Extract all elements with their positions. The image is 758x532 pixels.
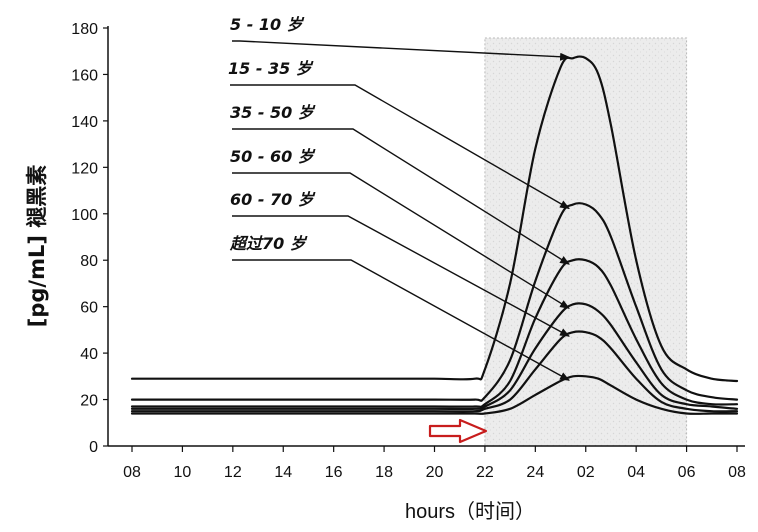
y-tick-label: 140	[71, 114, 98, 131]
x-tick-label: 06	[678, 464, 696, 481]
y-tick-label: 20	[80, 393, 98, 410]
leader-arrow-4	[232, 215, 570, 337]
series-lines	[130, 55, 739, 415]
x-tick-label: 10	[174, 464, 192, 481]
series-line-1	[130, 202, 739, 402]
leader-arrow-1	[230, 84, 570, 210]
y-tick-label: 60	[80, 300, 98, 317]
y-tick-label: 40	[80, 346, 98, 363]
x-tick-label: 02	[577, 464, 595, 481]
y-tick-label: 100	[71, 207, 98, 224]
y-axis-label: [pg/mL] 褪黑素	[25, 165, 49, 328]
series-label-5: 超过70 岁	[229, 234, 308, 253]
y-tick-label: 160	[71, 67, 98, 84]
y-tick-label: 180	[71, 21, 98, 38]
y-tick-label: 0	[89, 439, 98, 456]
x-tick-label: 12	[224, 464, 242, 481]
x-tick-label: 14	[274, 464, 292, 481]
x-tick-label: 16	[325, 464, 343, 481]
x-tick-label: 24	[526, 464, 544, 481]
series-line-3	[130, 302, 739, 411]
series-label-1: 15 - 35 岁	[228, 59, 314, 78]
x-tick-label: 18	[375, 464, 393, 481]
series-line-0	[130, 55, 739, 383]
series-label-0: 5 - 10 岁	[230, 15, 305, 34]
series-line-4	[130, 330, 739, 413]
x-axis-label: hours（时间）	[405, 500, 535, 523]
leader-arrow-2	[232, 128, 570, 265]
leader-arrow-3	[232, 172, 570, 309]
series-line-5	[130, 374, 739, 415]
series-label-2: 35 - 50 岁	[230, 103, 316, 122]
series-label-4: 60 - 70 岁	[230, 190, 316, 209]
x-tick-label: 20	[426, 464, 444, 481]
leader-arrow-5	[232, 259, 570, 381]
y-tick-label: 80	[80, 253, 98, 270]
x-tick-label: 08	[123, 464, 141, 481]
start-arrow-icon	[428, 418, 488, 444]
y-axis-ticks: 0 20 40 60 80 100 120 140 160 180	[71, 21, 108, 456]
x-tick-label: 08	[728, 464, 746, 481]
x-tick-label: 04	[627, 464, 645, 481]
series-annotations: 5 - 10 岁 15 - 35 岁 35 - 50 岁 50 - 60 岁 60 - …	[228, 15, 571, 381]
x-axis-ticks: 08 10 12 14 16 18 20 22 24 02 04 06 08	[123, 446, 746, 481]
series-label-3: 50 - 60 岁	[230, 147, 316, 166]
y-tick-label: 120	[71, 160, 98, 177]
leader-arrow-0	[232, 40, 571, 61]
x-tick-label: 22	[476, 464, 494, 481]
